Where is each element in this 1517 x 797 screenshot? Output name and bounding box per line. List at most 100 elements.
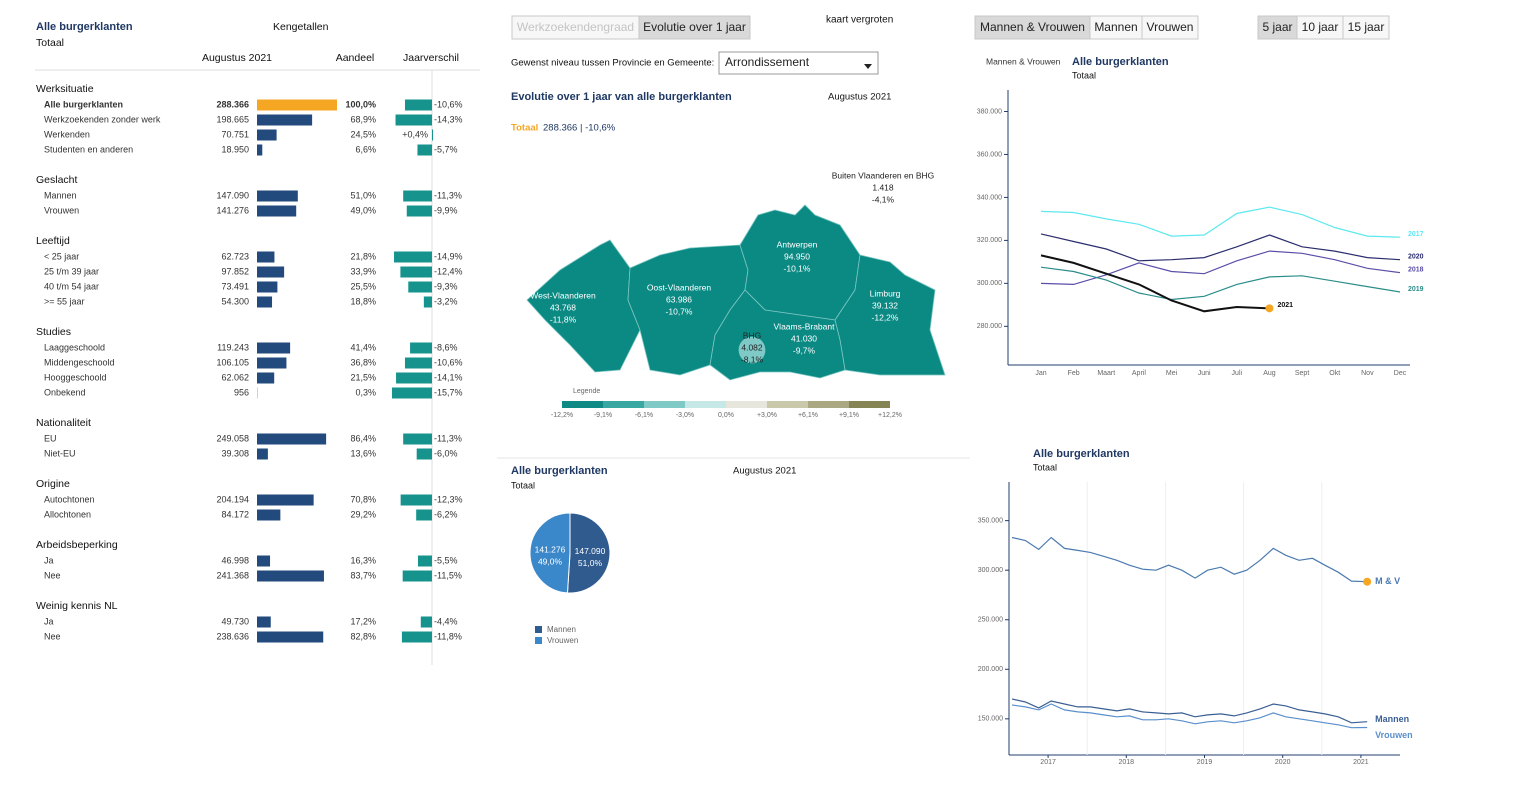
row-share: 18,8%	[350, 296, 376, 306]
slice-value: 147.090	[575, 546, 606, 556]
row-share: 17,2%	[350, 616, 376, 626]
tab-button[interactable]: 5 jaar	[1257, 15, 1298, 40]
tab-background	[1342, 15, 1390, 40]
row-value: 119.243	[217, 342, 249, 352]
row-share: 51,0%	[350, 190, 376, 200]
chart-filter: Mannen & Vrouwen	[986, 56, 1061, 66]
row-diff: -3,2%	[434, 296, 458, 306]
tab-background	[638, 15, 751, 40]
row-diff: -14,9%	[434, 251, 463, 261]
series-label: Vrouwen	[1375, 730, 1413, 740]
x-tick-label: Feb	[1068, 370, 1080, 377]
y-tick-label: 300.000	[978, 567, 1003, 574]
y-tick-label: 380.000	[977, 108, 1002, 115]
row-diff: -9,9%	[434, 205, 458, 215]
row-value: 238.636	[216, 631, 249, 641]
legend-label: +9,1%	[839, 412, 859, 419]
select-arrow	[864, 64, 872, 69]
row-value: 49.730	[221, 616, 249, 626]
row-label: 40 t/m 54 jaar	[44, 281, 99, 291]
series-line	[1040, 266, 1401, 301]
row-label: Ja	[44, 555, 54, 565]
row-share: 21,8%	[350, 251, 376, 261]
group-header: Nationaliteit	[36, 417, 91, 429]
row-diff: -15,7%	[434, 387, 463, 397]
share-bar	[257, 509, 281, 521]
row-share: 33,9%	[350, 266, 376, 276]
region-value: 94.950	[784, 251, 810, 261]
row-label: Niet-EU	[44, 448, 76, 458]
map-date: Augustus 2021	[828, 92, 891, 103]
series-label: 2021	[1277, 302, 1293, 309]
slice-share: 51,0%	[578, 558, 603, 568]
legend-swatch	[726, 401, 767, 408]
level-select[interactable]: Arrondissement	[718, 51, 879, 75]
y-tick-label: 360.000	[977, 151, 1002, 158]
select-box	[718, 51, 879, 75]
share-bar	[257, 570, 324, 582]
region-change: -8,1%	[741, 354, 764, 364]
x-tick-label: Juni	[1198, 370, 1211, 377]
tab-button[interactable]: Evolutie over 1 jaar	[638, 15, 751, 40]
sidebar-subtitle: Totaal	[36, 37, 64, 49]
region-shape	[738, 336, 766, 364]
x-tick-label: April	[1132, 370, 1146, 377]
region-value: 41.030	[791, 333, 817, 343]
row-diff: -11,3%	[434, 190, 462, 200]
diff-bar	[396, 372, 432, 384]
row-share: 41,4%	[350, 342, 376, 352]
legend-title: Legende	[573, 388, 600, 395]
row-diff: -11,8%	[434, 631, 462, 641]
zoom-link[interactable]: kaart vergroten	[826, 15, 893, 26]
share-bar	[257, 342, 291, 354]
row-value: 241.368	[216, 570, 249, 580]
row-label: Mannen	[44, 190, 77, 200]
row-diff: -11,5%	[434, 570, 462, 580]
row-label: Alle burgerklanten	[44, 99, 123, 109]
legend-swatch	[535, 626, 542, 633]
series-label: 2019	[1408, 286, 1424, 293]
region-name: Antwerpen	[777, 239, 818, 249]
tab-label: Evolutie over 1 jaar	[643, 20, 746, 34]
row-label: Hooggeschoold	[44, 372, 107, 382]
share-bar	[257, 266, 285, 278]
row-diff: -4,4%	[434, 616, 458, 626]
chart-date: Augustus 2021	[733, 466, 796, 477]
tab-label: 5 jaar	[1262, 20, 1292, 34]
tab-button[interactable]: Mannen & Vrouwen	[974, 15, 1091, 40]
row-label: 25 t/m 39 jaar	[44, 266, 99, 276]
x-tick-label: 2018	[1119, 759, 1135, 766]
legend-swatch	[603, 401, 644, 408]
row-share: 25,5%	[350, 281, 376, 291]
tab-button[interactable]: 10 jaar	[1296, 15, 1344, 40]
series-label: Mannen	[1375, 714, 1409, 724]
diff-bar	[417, 555, 432, 567]
tab-button[interactable]: 15 jaar	[1342, 15, 1390, 40]
x-tick-label: Jan	[1035, 370, 1046, 377]
y-tick-label: 280.000	[977, 323, 1002, 330]
diff-bar	[417, 144, 432, 156]
diff-bar	[403, 433, 432, 445]
group-header: Leeftijd	[36, 235, 70, 247]
series-line	[1011, 536, 1368, 583]
tab-button[interactable]: Werkzoekendengraad	[511, 15, 640, 40]
tab-button[interactable]: Mannen	[1089, 15, 1143, 40]
series-label: 2020	[1408, 254, 1424, 261]
diff-bar	[406, 205, 432, 217]
region-change: -10,1%	[784, 263, 811, 273]
legend-label: Vrouwen	[547, 636, 578, 645]
tab-label: Werkzoekendengraad	[517, 20, 634, 34]
pie-slice	[529, 512, 571, 594]
tab-button[interactable]: Vrouwen	[1141, 15, 1199, 40]
map-total-label: Totaal	[511, 123, 538, 134]
row-share: 13,6%	[350, 448, 376, 458]
series-marker	[1265, 304, 1274, 313]
group-header: Werksituatie	[36, 83, 94, 95]
diff-bar	[400, 266, 432, 278]
region-value: 63.986	[666, 294, 692, 304]
group-header: Studies	[36, 326, 71, 338]
level-label: Gewenst niveau tussen Provincie en Gemee…	[511, 58, 714, 69]
legend-swatch	[685, 401, 726, 408]
row-diff: -11,3%	[434, 433, 462, 443]
row-share: 0,3%	[355, 387, 376, 397]
